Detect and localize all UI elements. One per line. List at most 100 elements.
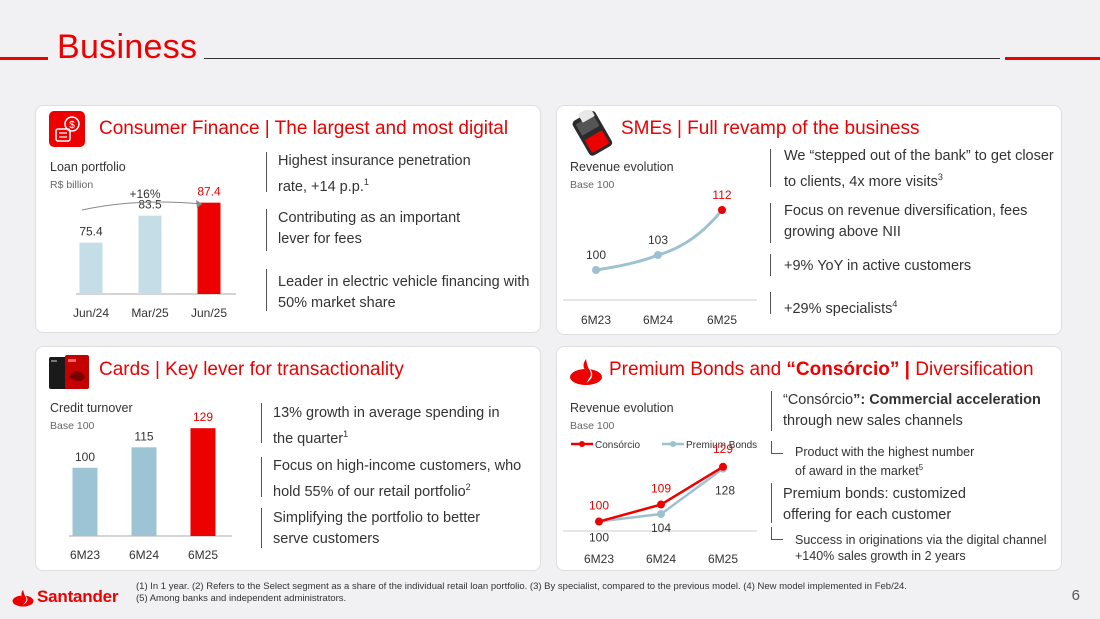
consumer-finance-card: $ Consumer Finance | The largest and mos…: [35, 105, 541, 333]
cards-bar-chart: 100 6M23 115 6M24 129 6M25: [69, 410, 232, 562]
series-0-point-0: [595, 517, 603, 526]
bar-0: [72, 467, 98, 536]
santander-logo-text: Santander: [37, 587, 119, 606]
bar-2: [197, 202, 221, 294]
smes-chart-label: Revenue evolution: [570, 160, 674, 174]
legend-label-0: Consórcio: [595, 440, 640, 451]
bar-1: [138, 215, 162, 294]
series-0-point-1: [657, 500, 665, 509]
premium-subdivider-2: [771, 527, 772, 539]
cards-bullet-divider-3: [261, 508, 262, 548]
consumer-bullet-divider-3: [266, 269, 267, 311]
bar-1: [131, 447, 157, 536]
line-point-1: [654, 251, 662, 259]
santander-logo-flame-icon: [12, 588, 34, 607]
cards-title: Cards | Key lever for transactionality: [99, 359, 404, 380]
smes-bullet-1: We “stepped out of the bank” to get clos…: [784, 148, 1054, 190]
bar-0: [79, 242, 103, 294]
series-0-value-label-2: 129: [713, 442, 733, 456]
premium-divider-2: [771, 483, 772, 523]
series-1-value-label-0: 100: [589, 531, 609, 545]
premium-bonds-headline: Premium bonds: customized offering for e…: [783, 486, 966, 523]
premium-subdivider-2-h: [771, 539, 783, 540]
smes-line-chart: 100 6M23 103 6M24 112 6M25: [563, 188, 757, 327]
series-1-value-label-2: 128: [715, 484, 735, 498]
bar-value-label-0: 75.4: [79, 225, 103, 239]
consumer-bullet-3: Leader in electric vehicle financing wit…: [278, 274, 530, 311]
credit-cards-icon: [48, 353, 92, 398]
header-rule-right: [1005, 57, 1100, 60]
consumer-bullet-1: Highest insurance penetration rate, +14 …: [278, 153, 471, 195]
line-point-0: [592, 266, 600, 274]
bar-2: [190, 428, 216, 536]
page-title: Business: [57, 28, 198, 66]
consumer-bullet-divider-2: [266, 209, 267, 251]
growth-arrow: [81, 201, 203, 211]
premium-bonds-card: Premium Bonds and “Consórcio” | Diversif…: [556, 346, 1062, 571]
series-0-value-label-0: 100: [589, 499, 609, 513]
premium-chart-label: Revenue evolution: [570, 401, 674, 415]
santander-logo: Santander: [12, 587, 119, 607]
cards-card: Cards | Key lever for transactionality C…: [35, 346, 541, 571]
cards-chart-unit: Base 100: [50, 420, 95, 432]
smes-bullet-2: Focus on revenue diversification, fees g…: [784, 203, 1028, 240]
smes-bullet-3: +9% YoY in active customers: [784, 258, 972, 274]
consorcio-headline: “Consórcio”: Commercial acceleration thr…: [783, 392, 1041, 429]
bar-value-label-2: 87.4: [197, 185, 221, 199]
consumer-finance-title: Consumer Finance | The largest and most …: [99, 118, 509, 139]
smes-bullet-divider-3: [770, 254, 771, 276]
premium-subdivider-1: [771, 441, 772, 453]
premium-title: Premium Bonds and “Consórcio” | Diversif…: [609, 359, 1034, 380]
series-0-value-label-1: 109: [651, 482, 671, 496]
growth-arrowhead: [196, 200, 202, 208]
x-tick-label-2: 6M25: [708, 552, 738, 566]
consumer-chart-label: Loan portfolio: [50, 160, 126, 174]
point-value-label-0: 100: [586, 248, 606, 262]
consorcio-award-note: Product with the highest number of award…: [795, 445, 975, 479]
legend-marker-0: [579, 441, 585, 447]
smes-card: SMEs | Full revamp of the business Reven…: [556, 105, 1062, 335]
x-tick-label-1: Mar/25: [131, 306, 169, 320]
cards-bullet-3: Simplifying the portfolio to better serv…: [273, 510, 481, 547]
cards-bullet-2: Focus on high-income customers, who hold…: [273, 458, 522, 500]
smes-bullet-4: +29% specialists4: [784, 299, 898, 317]
page-number: 6: [1071, 587, 1080, 604]
bar-value-label-0: 100: [75, 450, 95, 464]
bar-value-label-1: 115: [134, 429, 153, 443]
premium-line-chart: Consórcio Premium Bonds 100 104 128 100 109 129…: [563, 440, 757, 566]
consumer-bullet-divider-1: [266, 152, 267, 192]
premium-subdivider-1-h: [771, 453, 783, 454]
smes-bullet-divider-2: [770, 203, 771, 243]
cards-chart-label: Credit turnover: [50, 401, 133, 415]
calculator-money-icon: $: [48, 110, 86, 153]
consumer-chart-unit: R$ billion: [50, 179, 94, 191]
card-terminal-icon: [565, 107, 617, 161]
growth-label: +16%: [129, 187, 160, 201]
point-value-label-1: 103: [648, 233, 668, 247]
premium-divider-1: [771, 391, 772, 431]
legend-marker-1: [670, 441, 676, 447]
line-point-2: [718, 206, 726, 214]
header-thin-rule: [204, 58, 1000, 59]
series-1-point-1: [657, 510, 665, 518]
x-tick-label-2: 6M25: [188, 548, 218, 562]
consumer-bar-chart: 75.4 Jun/24 83.5 Mar/25 87.4 Jun/25 +16%: [73, 185, 236, 320]
x-tick-label-1: 6M24: [646, 552, 676, 566]
cards-bullet-divider-2: [261, 457, 262, 497]
smes-title: SMEs | Full revamp of the business: [621, 118, 920, 139]
x-tick-label-0: 6M23: [70, 548, 100, 562]
cards-bullet-divider-1: [261, 403, 262, 443]
x-tick-label-0: Jun/24: [73, 306, 109, 320]
smes-bullet-divider-4: [770, 292, 771, 314]
x-tick-label-2: 6M25: [707, 313, 737, 327]
footnote-line-1: (1) In 1 year. (2) Refers to the Select …: [136, 581, 907, 592]
santander-flame-icon: [569, 355, 603, 392]
premium-bonds-digital-note: Success in originations via the digital …: [795, 533, 1047, 563]
smes-bullet-divider-1: [770, 149, 771, 187]
consumer-bullet-2: Contributing as an important lever for f…: [278, 210, 461, 247]
point-value-label-2: 112: [712, 188, 731, 202]
bar-value-label-1: 83.5: [138, 198, 162, 212]
premium-chart-unit: Base 100: [570, 420, 615, 432]
footnote-line-2: (5) Among banks and independent administ…: [136, 593, 347, 604]
header-rule-left: [0, 57, 48, 60]
